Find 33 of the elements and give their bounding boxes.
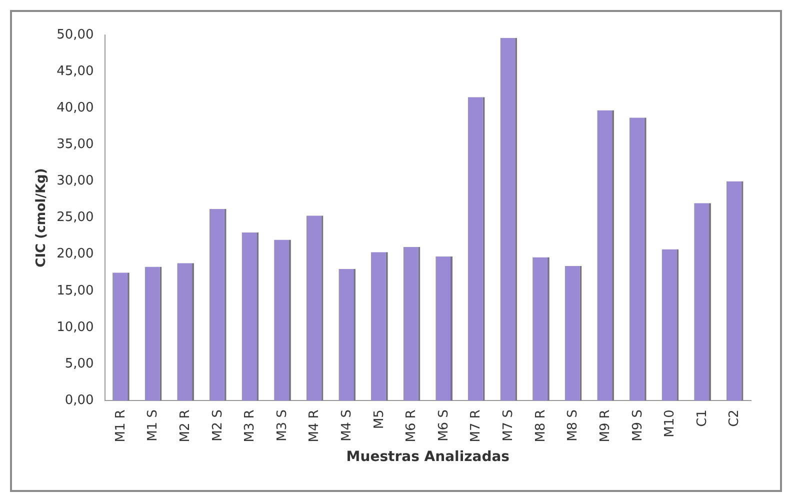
x-tick-label: M2 S [210, 410, 226, 442]
x-tick-label: M6 R [404, 410, 420, 442]
x-tick-label: M2 R [178, 410, 193, 442]
x-tick-label: M10 [662, 410, 678, 438]
y-tick-label: 0,00 [64, 392, 94, 408]
x-tick-label: M9 S [630, 410, 646, 442]
x-tick-label: M4 R [307, 410, 322, 442]
x-axis-title: Muestras Analizadas [346, 449, 510, 466]
y-tick-label: 40,00 [56, 100, 94, 116]
x-tick-label: M8 R [533, 410, 548, 442]
x-tick-label: C1 [694, 410, 710, 427]
x-tick-label: M3 R [242, 410, 258, 442]
x-tick-label: M9 R [598, 410, 613, 442]
x-tick-label: M3 S [274, 410, 290, 442]
y-tick-label: 10,00 [56, 320, 94, 335]
y-tick-label: 5,00 [64, 356, 94, 372]
y-tick-label: 20,00 [56, 246, 94, 262]
y-tick-label: 30,00 [56, 174, 94, 189]
y-tick-label: 45,00 [56, 64, 94, 79]
x-tick-label: M1 S [146, 410, 161, 442]
x-tick-label: M8 S [566, 410, 581, 442]
y-tick-label: 50,00 [56, 27, 94, 42]
x-tick-label: C2 [727, 410, 742, 427]
y-tick-label: 35,00 [56, 137, 94, 152]
x-tick-label: M7 S [501, 410, 516, 442]
x-tick-label: M7 R [468, 410, 484, 442]
x-tick-label: M6 S [436, 410, 452, 442]
y-tick-label: 15,00 [56, 283, 94, 298]
y-tick-label: 25,00 [56, 210, 94, 226]
x-tick-label: M4 S [340, 410, 355, 442]
x-tick-label: M5 [372, 410, 387, 430]
x-tick-label: M1 R [113, 410, 128, 442]
y-axis-title: CIC (cmol/Kg) [34, 168, 50, 268]
